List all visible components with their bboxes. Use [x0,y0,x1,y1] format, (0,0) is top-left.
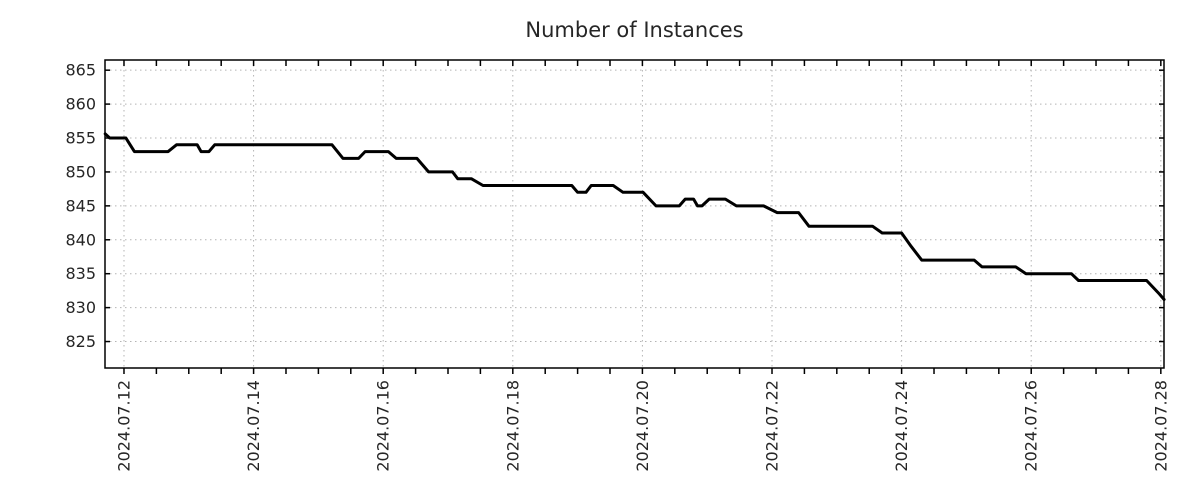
grid-layer [105,60,1164,368]
plot-border [104,59,1165,369]
x-tick-label: 2024.07.16 [374,380,393,472]
y-tick-label: 840 [65,230,96,249]
label-layer: 825 830 835 840 845 850 855 860 865 2024.07.12 202… [65,61,1170,472]
y-tick-label: 830 [65,298,96,317]
x-tick-label: 2024.07.14 [244,380,263,472]
x-tick-label: 2024.07.22 [763,380,782,472]
x-tick-label: 2024.07.24 [892,380,911,472]
series-layer [103,132,1166,301]
axis-layer [104,59,1165,374]
y-tick-label: 835 [65,264,96,283]
y-tick-label: 845 [65,196,96,215]
data-line [103,132,1166,301]
y-tick-label: 860 [65,95,96,114]
x-tick-label: 2024.07.20 [633,380,652,472]
x-tick-label: 2024.07.18 [503,380,522,472]
y-tick-label: 825 [65,332,96,351]
y-tick-label: 850 [65,162,96,181]
y-tick-label: 855 [65,129,96,148]
y-tick-label: 865 [65,61,96,80]
x-tick-label: 2024.07.12 [114,380,133,472]
chart-title: Number of Instances [525,18,743,42]
x-tick-label: 2024.07.28 [1151,380,1170,472]
x-tick-label: 2024.07.26 [1022,380,1041,472]
